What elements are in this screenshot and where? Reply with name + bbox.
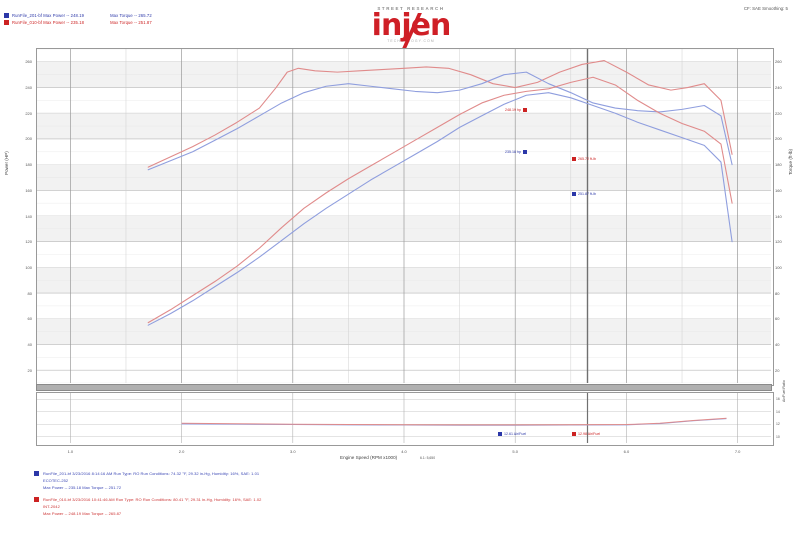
anno-afr-blue: 12.61 Air/Fuel — [498, 432, 526, 436]
y-tick-right-40: 40 — [775, 341, 780, 347]
y-tick-right-100: 100 — [775, 264, 782, 270]
annotation-label: 12.61 Air/Fuel — [504, 432, 527, 436]
run-legend-red-lines: RunFile_010-bf 3/23/2016 10:41:46 AM Run… — [43, 496, 534, 517]
annotation-marker-icon — [572, 192, 576, 196]
y-tick-left-200: 200 — [25, 136, 32, 142]
power-torque-curves — [37, 49, 771, 383]
y-tick-left-180: 180 — [25, 162, 32, 168]
afr-tick-14: 14 — [776, 409, 780, 414]
air-fuel-curves — [37, 393, 771, 443]
y-tick-right-80: 80 — [775, 290, 780, 296]
afr-tick-10: 10 — [776, 434, 780, 439]
x-axis-title: Engine Speed (RPM x1000) — [340, 455, 398, 460]
x-tick-5: 5.0 — [512, 449, 518, 454]
top-legend-blue-torque: Max Torque -- 265.72 — [110, 13, 152, 18]
annotation-marker-icon — [523, 108, 527, 112]
y-tick-left-260: 260 — [25, 59, 32, 65]
run-swatch-blue — [34, 471, 39, 476]
top-legend-red-torque: Max Torque -- 251.87 — [110, 20, 152, 25]
y-tick-left-160: 160 — [25, 187, 32, 193]
y-tick-right-220: 220 — [775, 110, 782, 116]
main-plot-canvas — [37, 49, 773, 385]
y-tick-left-40: 40 — [27, 341, 32, 347]
annotation-label: 235.18 hp — [505, 150, 521, 154]
run-legend-blue-line1: RunFile_201-bf 3/23/2016 8:14:16 AM Run … — [43, 471, 260, 476]
y-tick-left-20: 20 — [27, 367, 32, 373]
y-tick-right-260: 260 — [775, 59, 782, 65]
afr-plot-area[interactable] — [36, 392, 774, 446]
top-legend: RunFile_201-bf Max Power -- 248.19 Max T… — [4, 12, 152, 26]
legend-swatch-red — [4, 20, 9, 25]
y-tick-right-20: 20 — [775, 367, 780, 373]
annotation-marker-icon — [523, 150, 527, 154]
annotation-marker-icon — [572, 432, 576, 436]
y-tick-right-60: 60 — [775, 316, 780, 322]
panel-divider — [36, 384, 772, 391]
correction-factor-note: CF: SAE Smoothing: 5 — [743, 6, 788, 11]
annotation-label: 12.98 Air/Fuel — [578, 432, 601, 436]
afr-plot-canvas — [37, 393, 773, 445]
afr-tick-12: 12 — [776, 422, 780, 427]
y-tick-right-180: 180 — [775, 162, 782, 168]
injen-logo: STREET RESEARCH injen TECHNOLOGY.COM — [344, 6, 478, 53]
afr-tick-16: 16 — [776, 397, 780, 402]
anno-blue-tq: 251.87 ft-lb — [572, 192, 596, 196]
x-tick-4: 4.0 — [401, 449, 407, 454]
x-tick-7: 7.0 — [734, 449, 741, 454]
annotation-label: 251.87 ft-lb — [578, 192, 596, 196]
y-tick-left-240: 240 — [25, 85, 32, 91]
top-legend-row-red: RunFile_010-bf Max Power -- 235.18 Max T… — [4, 19, 152, 26]
top-legend-red-power: RunFile_010-bf Max Power -- 235.18 — [12, 20, 85, 25]
run-legend-blue-lines: RunFile_201-bf 3/23/2016 8:14:16 AM Run … — [43, 470, 534, 491]
y-tick-right-160: 160 — [775, 187, 782, 193]
run-legend-blue-line2: ECOTEC-252 — [43, 478, 69, 483]
y-tick-right-140: 140 — [775, 213, 782, 219]
x-tick-6: 6.0 — [623, 449, 630, 454]
x-tick-2: 2.0 — [178, 449, 185, 454]
logo-tagline-bottom: TECHNOLOGY.COM — [387, 39, 435, 43]
legend-swatch-blue — [4, 13, 9, 18]
y-tick-right-200: 200 — [775, 136, 782, 142]
x-tick-1: 1.0 — [67, 449, 74, 454]
y-tick-left-100: 100 — [25, 264, 32, 270]
run-legend-red-line2: INT-2042 — [43, 504, 60, 509]
y-tick-left-140: 140 — [25, 213, 32, 219]
logo-tagline-top: STREET RESEARCH — [377, 6, 445, 11]
y-tick-right-120: 120 — [775, 239, 782, 245]
y-tick-right-240: 240 — [775, 85, 782, 91]
top-legend-row-blue: RunFile_201-bf Max Power -- 248.19 Max T… — [4, 12, 152, 19]
logo-wordmark: injen — [344, 11, 478, 53]
cursor-readout: 6.1: 5,650 — [420, 456, 436, 460]
run-legend-entry-blue: RunFile_201-bf 3/23/2016 8:14:16 AM Run … — [34, 470, 534, 491]
y-tick-left-60: 60 — [27, 316, 32, 322]
run-legend-red-line3: Max Power -- 248.19 Max Torque -- 265.87 — [43, 511, 122, 516]
y-tick-left-80: 80 — [27, 290, 32, 296]
run-legend-entry-red: RunFile_010-bf 3/23/2016 10:41:46 AM Run… — [34, 496, 534, 517]
run-swatch-red — [34, 497, 39, 502]
anno-red-tq: 265.72 ft-lb — [572, 157, 596, 161]
run-legend: RunFile_201-bf 3/23/2016 8:14:16 AM Run … — [34, 470, 534, 522]
anno-red-hp: 248.19 hp — [505, 108, 527, 112]
run-legend-red-line1: RunFile_010-bf 3/23/2016 10:41:46 AM Run… — [43, 497, 262, 502]
annotation-marker-icon — [498, 432, 502, 436]
annotation-marker-icon — [572, 157, 576, 161]
annotation-label: 248.19 hp — [505, 108, 521, 112]
top-legend-blue-power: RunFile_201-bf Max Power -- 248.19 — [12, 13, 85, 18]
y-tick-left-120: 120 — [25, 239, 32, 245]
run-legend-blue-line3: Max Power -- 235.18 Max Torque -- 251.72 — [43, 485, 122, 490]
y-tick-left-220: 220 — [25, 110, 32, 116]
anno-blue-hp: 235.18 hp — [505, 150, 527, 154]
main-plot-area[interactable] — [36, 48, 774, 386]
x-tick-3: 3.0 — [290, 449, 296, 454]
anno-afr-red: 12.98 Air/Fuel — [572, 432, 600, 436]
annotation-label: 265.72 ft-lb — [578, 157, 596, 161]
